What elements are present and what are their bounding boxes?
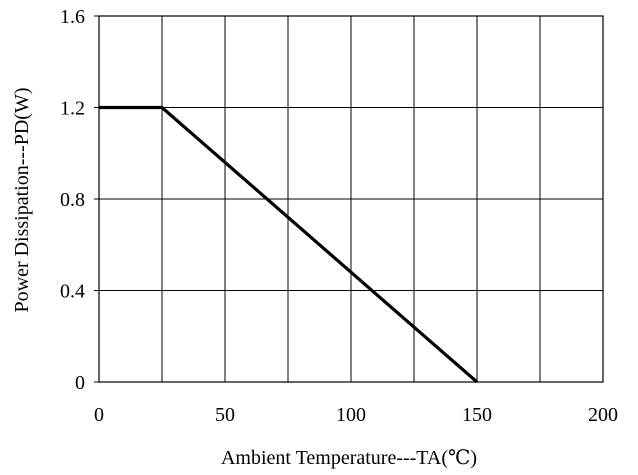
y-axis-label: Power Dissipation---PD(W) — [11, 88, 33, 313]
x-tick-label: 200 — [588, 404, 618, 426]
frame-layer — [94, 15, 604, 383]
series-layer — [99, 105, 479, 384]
y-tick-label: 1.6 — [60, 6, 85, 28]
x-tick-label: 100 — [336, 404, 366, 426]
x-tick-label: 150 — [462, 404, 492, 426]
x-tick-label: 0 — [94, 404, 104, 426]
y-tick-label: 0.4 — [60, 281, 85, 303]
y-tick-labels: 0 0.4 0.8 1.2 1.6 — [60, 6, 85, 394]
y-tick-label: 0.8 — [60, 189, 85, 211]
grid-layer — [98, 15, 604, 383]
x-tick-labels: 0 50 100 150 200 — [94, 404, 618, 426]
x-tick-label: 50 — [215, 404, 235, 426]
y-tick-label: 1.2 — [60, 98, 85, 120]
series-line — [99, 105, 479, 384]
y-tick-label: 0 — [75, 372, 85, 394]
x-axis-label: Ambient Temperature---TA(℃) — [221, 447, 477, 469]
